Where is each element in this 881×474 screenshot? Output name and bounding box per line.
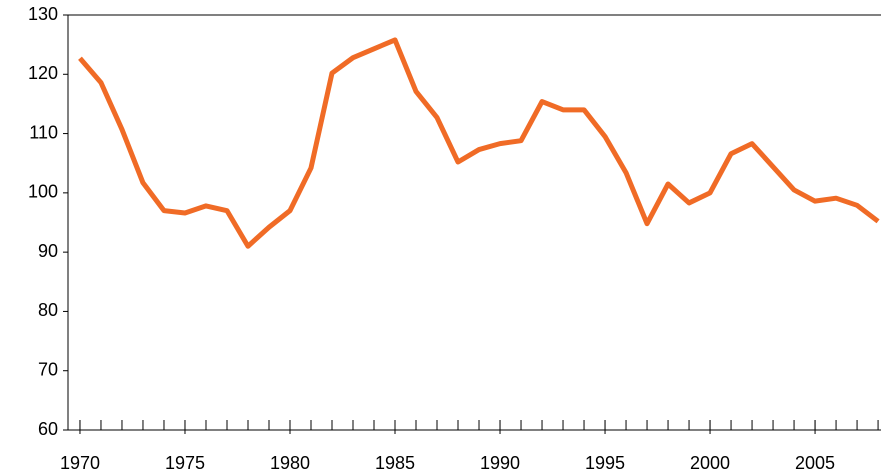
- y-tick-label: 110: [29, 122, 58, 142]
- x-tick-label: 2005: [795, 453, 835, 473]
- y-tick-label: 120: [28, 63, 58, 83]
- y-tick-label: 90: [38, 241, 58, 261]
- y-tick-label: 60: [38, 419, 58, 439]
- y-tick-label: 80: [38, 300, 58, 320]
- x-tick-label: 1995: [585, 453, 625, 473]
- x-tick-label: 1985: [375, 453, 415, 473]
- x-tick-label: 1975: [165, 453, 205, 473]
- y-tick-label: 70: [38, 359, 58, 379]
- y-tick-label: 130: [28, 4, 58, 24]
- x-tick-label: 1990: [480, 453, 520, 473]
- x-tick-label: 1980: [270, 453, 310, 473]
- x-tick-label: 2000: [690, 453, 730, 473]
- x-tick-label: 1970: [60, 453, 100, 473]
- line-series: [78, 37, 880, 249]
- y-tick-label: 100: [28, 182, 58, 202]
